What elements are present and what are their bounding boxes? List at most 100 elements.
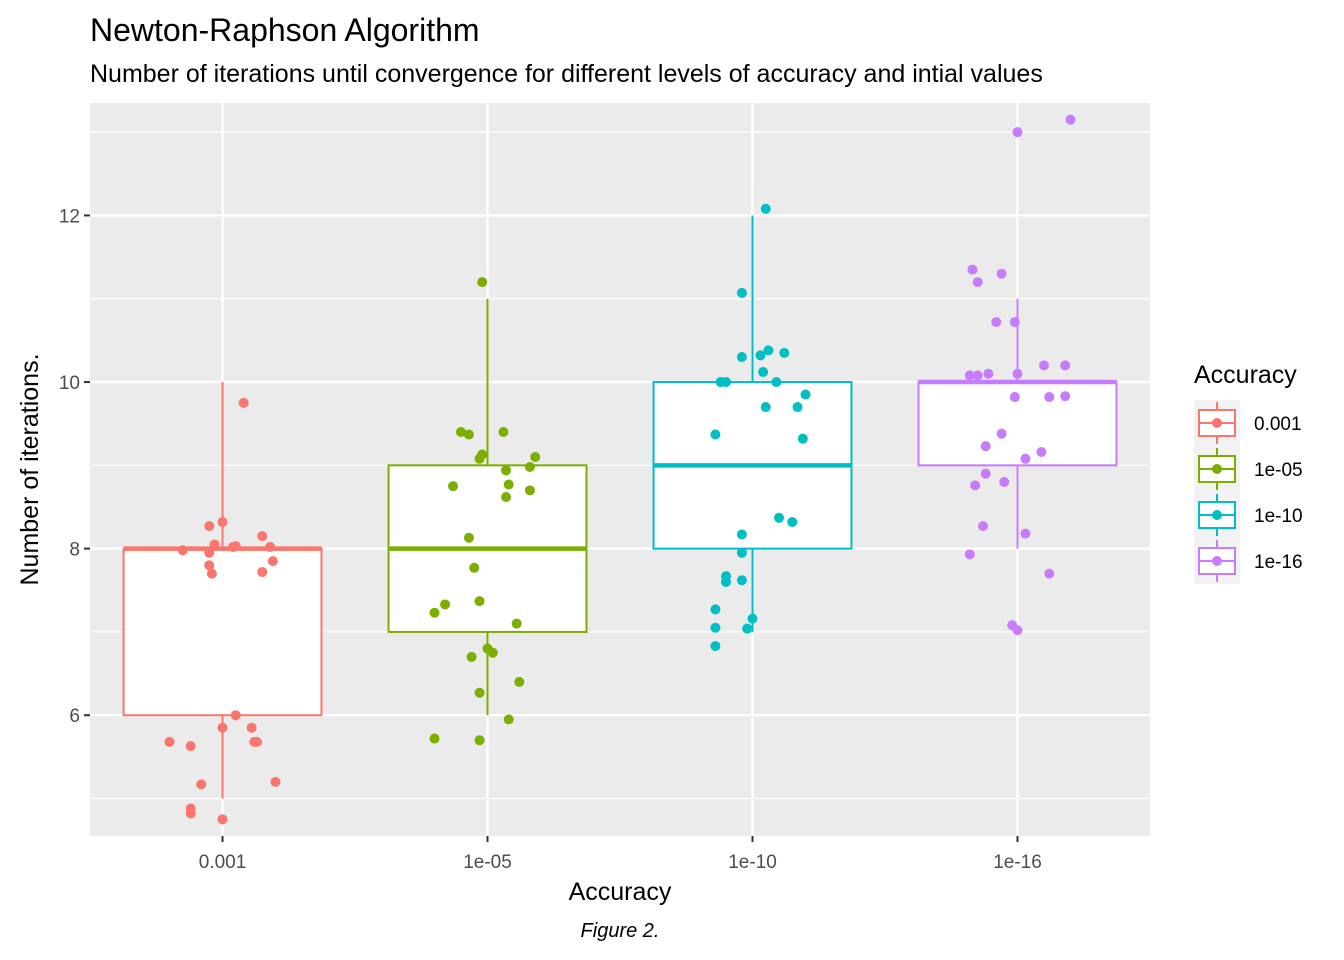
legend-key-point [1212, 510, 1222, 520]
legend-key-point [1212, 418, 1222, 428]
data-point [736, 529, 747, 540]
data-point [511, 618, 522, 629]
legend-label: 1e-16 [1254, 552, 1303, 573]
x-tick-label: 1e-10 [728, 852, 777, 873]
data-point [1009, 392, 1020, 403]
data-point [177, 545, 188, 556]
data-point [429, 733, 440, 744]
y-tick-label: 12 [59, 206, 80, 227]
data-point [758, 367, 769, 378]
legend-key-point [1212, 464, 1222, 474]
data-point [501, 465, 512, 476]
chart-subtitle: Number of iterations until convergence f… [90, 60, 1043, 88]
data-point [196, 779, 207, 790]
data-point [440, 599, 451, 610]
data-point [498, 427, 509, 438]
data-point [524, 462, 535, 473]
data-point [967, 264, 978, 275]
data-point [774, 512, 784, 523]
data-point [970, 480, 981, 491]
data-point [991, 317, 1002, 328]
data-point [487, 647, 498, 658]
data-point [710, 622, 721, 633]
data-point [978, 521, 989, 532]
x-tick-label: 1e-16 [993, 852, 1042, 873]
data-point [230, 541, 241, 552]
data-point [760, 203, 771, 214]
data-point [964, 370, 975, 381]
data-point [1039, 360, 1049, 371]
legend-label: 1e-05 [1254, 460, 1303, 481]
data-point [1044, 568, 1055, 579]
data-point [477, 449, 488, 460]
data-point [204, 547, 215, 558]
data-point [787, 516, 798, 527]
data-point [217, 814, 228, 825]
data-point [1009, 317, 1020, 328]
legend-label: 1e-10 [1254, 506, 1303, 527]
data-point [474, 735, 485, 746]
data-point [710, 641, 721, 652]
data-point [230, 710, 241, 721]
data-point [736, 547, 747, 558]
y-tick-label: 10 [59, 373, 80, 394]
data-point [469, 562, 480, 573]
x-tick-label: 0.001 [199, 852, 247, 873]
data-point [972, 277, 983, 288]
data-point [736, 352, 747, 363]
data-point [456, 427, 466, 438]
data-point [204, 560, 215, 571]
data-point [257, 566, 268, 577]
data-point [501, 491, 512, 502]
data-point [265, 541, 276, 552]
data-point [503, 714, 514, 725]
chart-title: Newton-Raphson Algorithm [90, 12, 480, 48]
data-point [779, 347, 790, 358]
data-point [742, 623, 753, 634]
data-point [270, 776, 281, 787]
data-point [964, 549, 975, 560]
y-tick-label: 8 [69, 540, 80, 561]
data-point [996, 268, 1007, 279]
data-point [792, 402, 803, 413]
data-point [1036, 447, 1047, 458]
figure-caption: Figure 2. [580, 920, 660, 942]
data-point [267, 556, 278, 567]
data-point [246, 722, 257, 733]
data-point [164, 736, 175, 747]
x-tick-label: 1e-05 [463, 852, 512, 873]
data-point [999, 476, 1010, 487]
legend-label: 0.001 [1254, 414, 1302, 435]
data-point [185, 741, 196, 752]
data-point [204, 521, 215, 532]
data-point [1060, 391, 1071, 402]
data-point [217, 722, 228, 733]
data-point [1060, 360, 1071, 371]
data-point [466, 651, 477, 662]
data-point [524, 485, 535, 496]
data-point [463, 532, 474, 543]
data-point [429, 607, 440, 618]
data-point [755, 350, 766, 361]
data-point [771, 377, 782, 388]
data-point [238, 397, 249, 408]
data-point [448, 481, 459, 492]
legend-title: Accuracy [1194, 361, 1297, 389]
data-point [1020, 528, 1031, 539]
data-point [514, 676, 525, 687]
data-point [474, 687, 485, 698]
data-point [996, 428, 1007, 439]
data-point [736, 575, 747, 586]
data-point [1044, 392, 1055, 403]
data-point [206, 568, 217, 579]
data-point [1012, 368, 1023, 379]
data-point [760, 402, 771, 413]
data-point [477, 277, 488, 288]
data-point [800, 389, 811, 400]
data-point [983, 368, 994, 379]
data-point [980, 441, 991, 452]
data-point [736, 287, 747, 298]
data-point [474, 596, 485, 607]
data-point [209, 539, 220, 550]
